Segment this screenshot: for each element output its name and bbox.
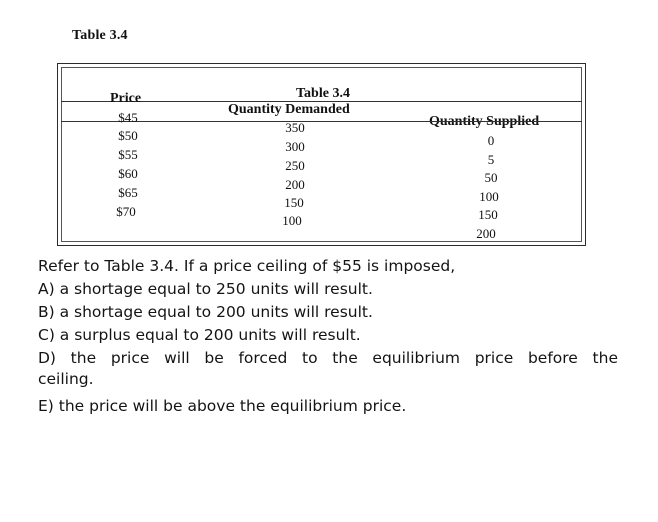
price-cell: $70	[116, 204, 136, 219]
price-column-header: Price	[110, 91, 142, 106]
answer-option-e[interactable]: E) the price will be above the equilibri…	[38, 397, 407, 415]
quantity-demanded-cell: 150	[284, 195, 304, 210]
quantity-supplied-cell: 200	[476, 226, 496, 241]
price-cell: $65	[118, 185, 138, 200]
data-table-frame	[57, 63, 586, 246]
answer-option-a[interactable]: A) a shortage equal to 250 units will re…	[38, 280, 373, 298]
price-cell: $45	[118, 110, 138, 125]
question-stem: Refer to Table 3.4. If a price ceiling o…	[38, 257, 456, 275]
quantity-demanded-cell: 350	[285, 120, 305, 135]
quantity-supplied-cell: 150	[478, 207, 498, 222]
quantity-supplied-cell: 0	[487, 133, 495, 148]
quantity-demanded-cell: 250	[285, 158, 305, 173]
price-cell: $55	[118, 147, 138, 162]
answer-option-d-line1: D) the price will be forced to the equil…	[38, 349, 618, 367]
answer-option-c[interactable]: C) a surplus equal to 200 units will res…	[38, 326, 361, 344]
answer-option-d[interactable]: D) the price will be forced to the equil…	[38, 348, 618, 390]
price-cell: $60	[118, 166, 138, 181]
quantity-supplied-cell: 50	[484, 170, 498, 185]
quantity-demanded-cell: 100	[282, 213, 302, 228]
price-cell: $50	[118, 128, 138, 143]
quantity-supplied-cell: 5	[487, 152, 495, 167]
table-caption: Table 3.4	[296, 86, 350, 101]
question-block: Refer to Table 3.4. If a price ceiling o…	[38, 256, 618, 419]
answer-option-b[interactable]: B) a shortage equal to 200 units will re…	[38, 303, 373, 321]
quantity-demanded-cell: 200	[285, 177, 305, 192]
quantity-supplied-column-header: Quantity Supplied	[429, 114, 540, 129]
quantity-demanded-cell: 300	[285, 139, 305, 154]
quantity-demanded-column-header: Quantity Demanded	[228, 102, 350, 117]
caption-rule	[61, 101, 582, 102]
quantity-supplied-cell: 100	[479, 189, 499, 204]
data-table-inner-border	[61, 67, 582, 242]
header-rule	[61, 121, 582, 122]
page-heading: Table 3.4	[72, 28, 128, 43]
answer-option-d-line2: ceiling.	[38, 370, 94, 388]
